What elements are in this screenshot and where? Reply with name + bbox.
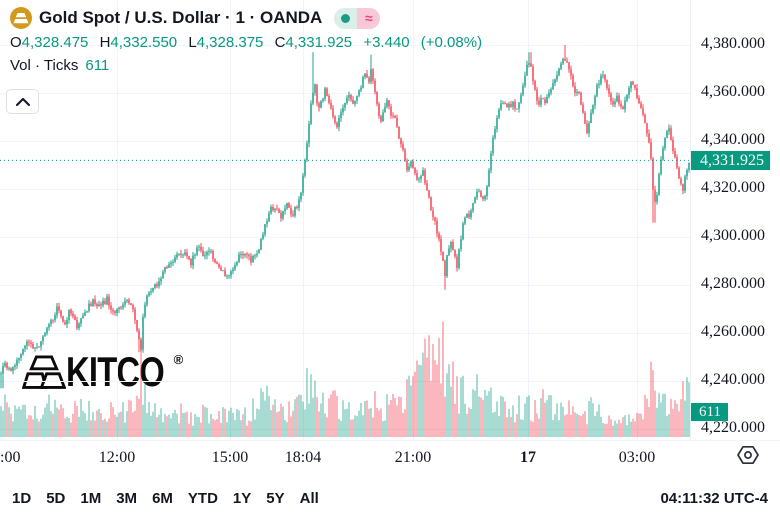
price-tick-label: 4,220.000: [701, 419, 765, 436]
range-button-all[interactable]: All: [299, 490, 319, 507]
volume-value: 611: [85, 57, 110, 74]
chart-header: Gold Spot / U.S. Dollar · 1 · OANDA ≈ O4…: [10, 6, 482, 74]
open-label: O: [10, 34, 22, 51]
range-button-6m[interactable]: 6M: [152, 490, 173, 507]
open-value: 4,328.475: [21, 34, 89, 51]
price-tick-label: 4,240.000: [701, 371, 765, 388]
approx-price-icon: ≈: [357, 7, 381, 29]
current-price-label: 4,331.925: [691, 150, 770, 170]
range-button-1d[interactable]: 1D: [12, 490, 32, 507]
price-tick-label: 4,380.000: [701, 35, 765, 52]
market-open-indicator: [334, 7, 358, 29]
collapse-header-button[interactable]: [6, 89, 39, 114]
time-tick-label: 21:00: [394, 449, 432, 466]
change-value: +3.440: [363, 34, 410, 51]
change-percent: (+0.08%): [420, 34, 483, 51]
kitco-watermark: KITCO ®: [22, 350, 201, 396]
low-value: 4,328.375: [196, 34, 264, 51]
watermark-registered-mark: ®: [173, 352, 184, 367]
price-tick-label: 4,260.000: [701, 323, 765, 340]
range-button-3m[interactable]: 3M: [116, 490, 138, 507]
close-value: 4,331.925: [285, 34, 353, 51]
chart-pane[interactable]: KITCO ® Gold Spot / U.S. Dollar · 1 · OA…: [0, 0, 690, 440]
clock-utc[interactable]: 04:11:32 UTC-4: [660, 490, 768, 507]
watermark-text: KITCO: [66, 348, 165, 395]
volume-row: Vol · Ticks 611: [10, 57, 482, 74]
low-label: L: [188, 34, 197, 51]
chevron-up-icon: [15, 97, 30, 106]
market-status-badge[interactable]: ≈: [334, 7, 381, 29]
time-tick-label: 15:00: [211, 449, 249, 466]
price-tick-label: 4,300.000: [701, 227, 765, 244]
range-button-ytd[interactable]: YTD: [187, 490, 218, 507]
range-button-5y[interactable]: 5Y: [266, 490, 285, 507]
range-switcher: 1D 5D 1M 3M 6M YTD 1Y 5Y All: [12, 490, 334, 507]
range-button-5d[interactable]: 5D: [46, 490, 66, 507]
gold-symbol-icon: [10, 7, 32, 29]
bottom-toolbar: 1D 5D 1M 3M 6M YTD 1Y 5Y All 04:11:32 UTC-4: [0, 475, 780, 521]
price-tick-label: 4,360.000: [701, 83, 765, 100]
time-axis[interactable]: :00 12:00 15:00 18:04 21:00 17 03:00: [0, 440, 780, 476]
high-label: H: [99, 34, 111, 51]
price-tick-label: 4,320.000: [701, 179, 765, 196]
close-label: C: [274, 34, 286, 51]
time-tick-label: 18:04: [284, 449, 322, 466]
price-tick-label: 4,340.000: [701, 131, 765, 148]
price-tick-label: 4,280.000: [701, 275, 765, 292]
price-scale-settings-icon[interactable]: [736, 444, 760, 466]
symbol-title: Gold Spot / U.S. Dollar · 1 · OANDA: [39, 8, 323, 27]
kitco-goldbars-icon: [22, 355, 66, 389]
volume-label: Vol · Ticks: [10, 57, 79, 74]
candlestick-chart[interactable]: [0, 0, 690, 440]
time-tick-label: 03:00: [618, 449, 656, 466]
volume-axis-label: 611: [691, 403, 728, 421]
ohlc-row: O4,328.475 H4,332.550 L4,328.375 C4,331.…: [10, 34, 482, 51]
range-button-1y[interactable]: 1Y: [232, 490, 252, 507]
time-tick-label: 17: [520, 449, 536, 466]
range-button-1m[interactable]: 1M: [80, 490, 102, 507]
status-dot-icon: [341, 13, 351, 23]
time-tick-label: 12:00: [98, 449, 136, 466]
time-tick-label: :00: [0, 449, 21, 466]
price-axis[interactable]: 4,331.925 611 4,380.000 4,360.000 4,340.00…: [690, 0, 780, 440]
high-value: 4,332.550: [110, 34, 178, 51]
